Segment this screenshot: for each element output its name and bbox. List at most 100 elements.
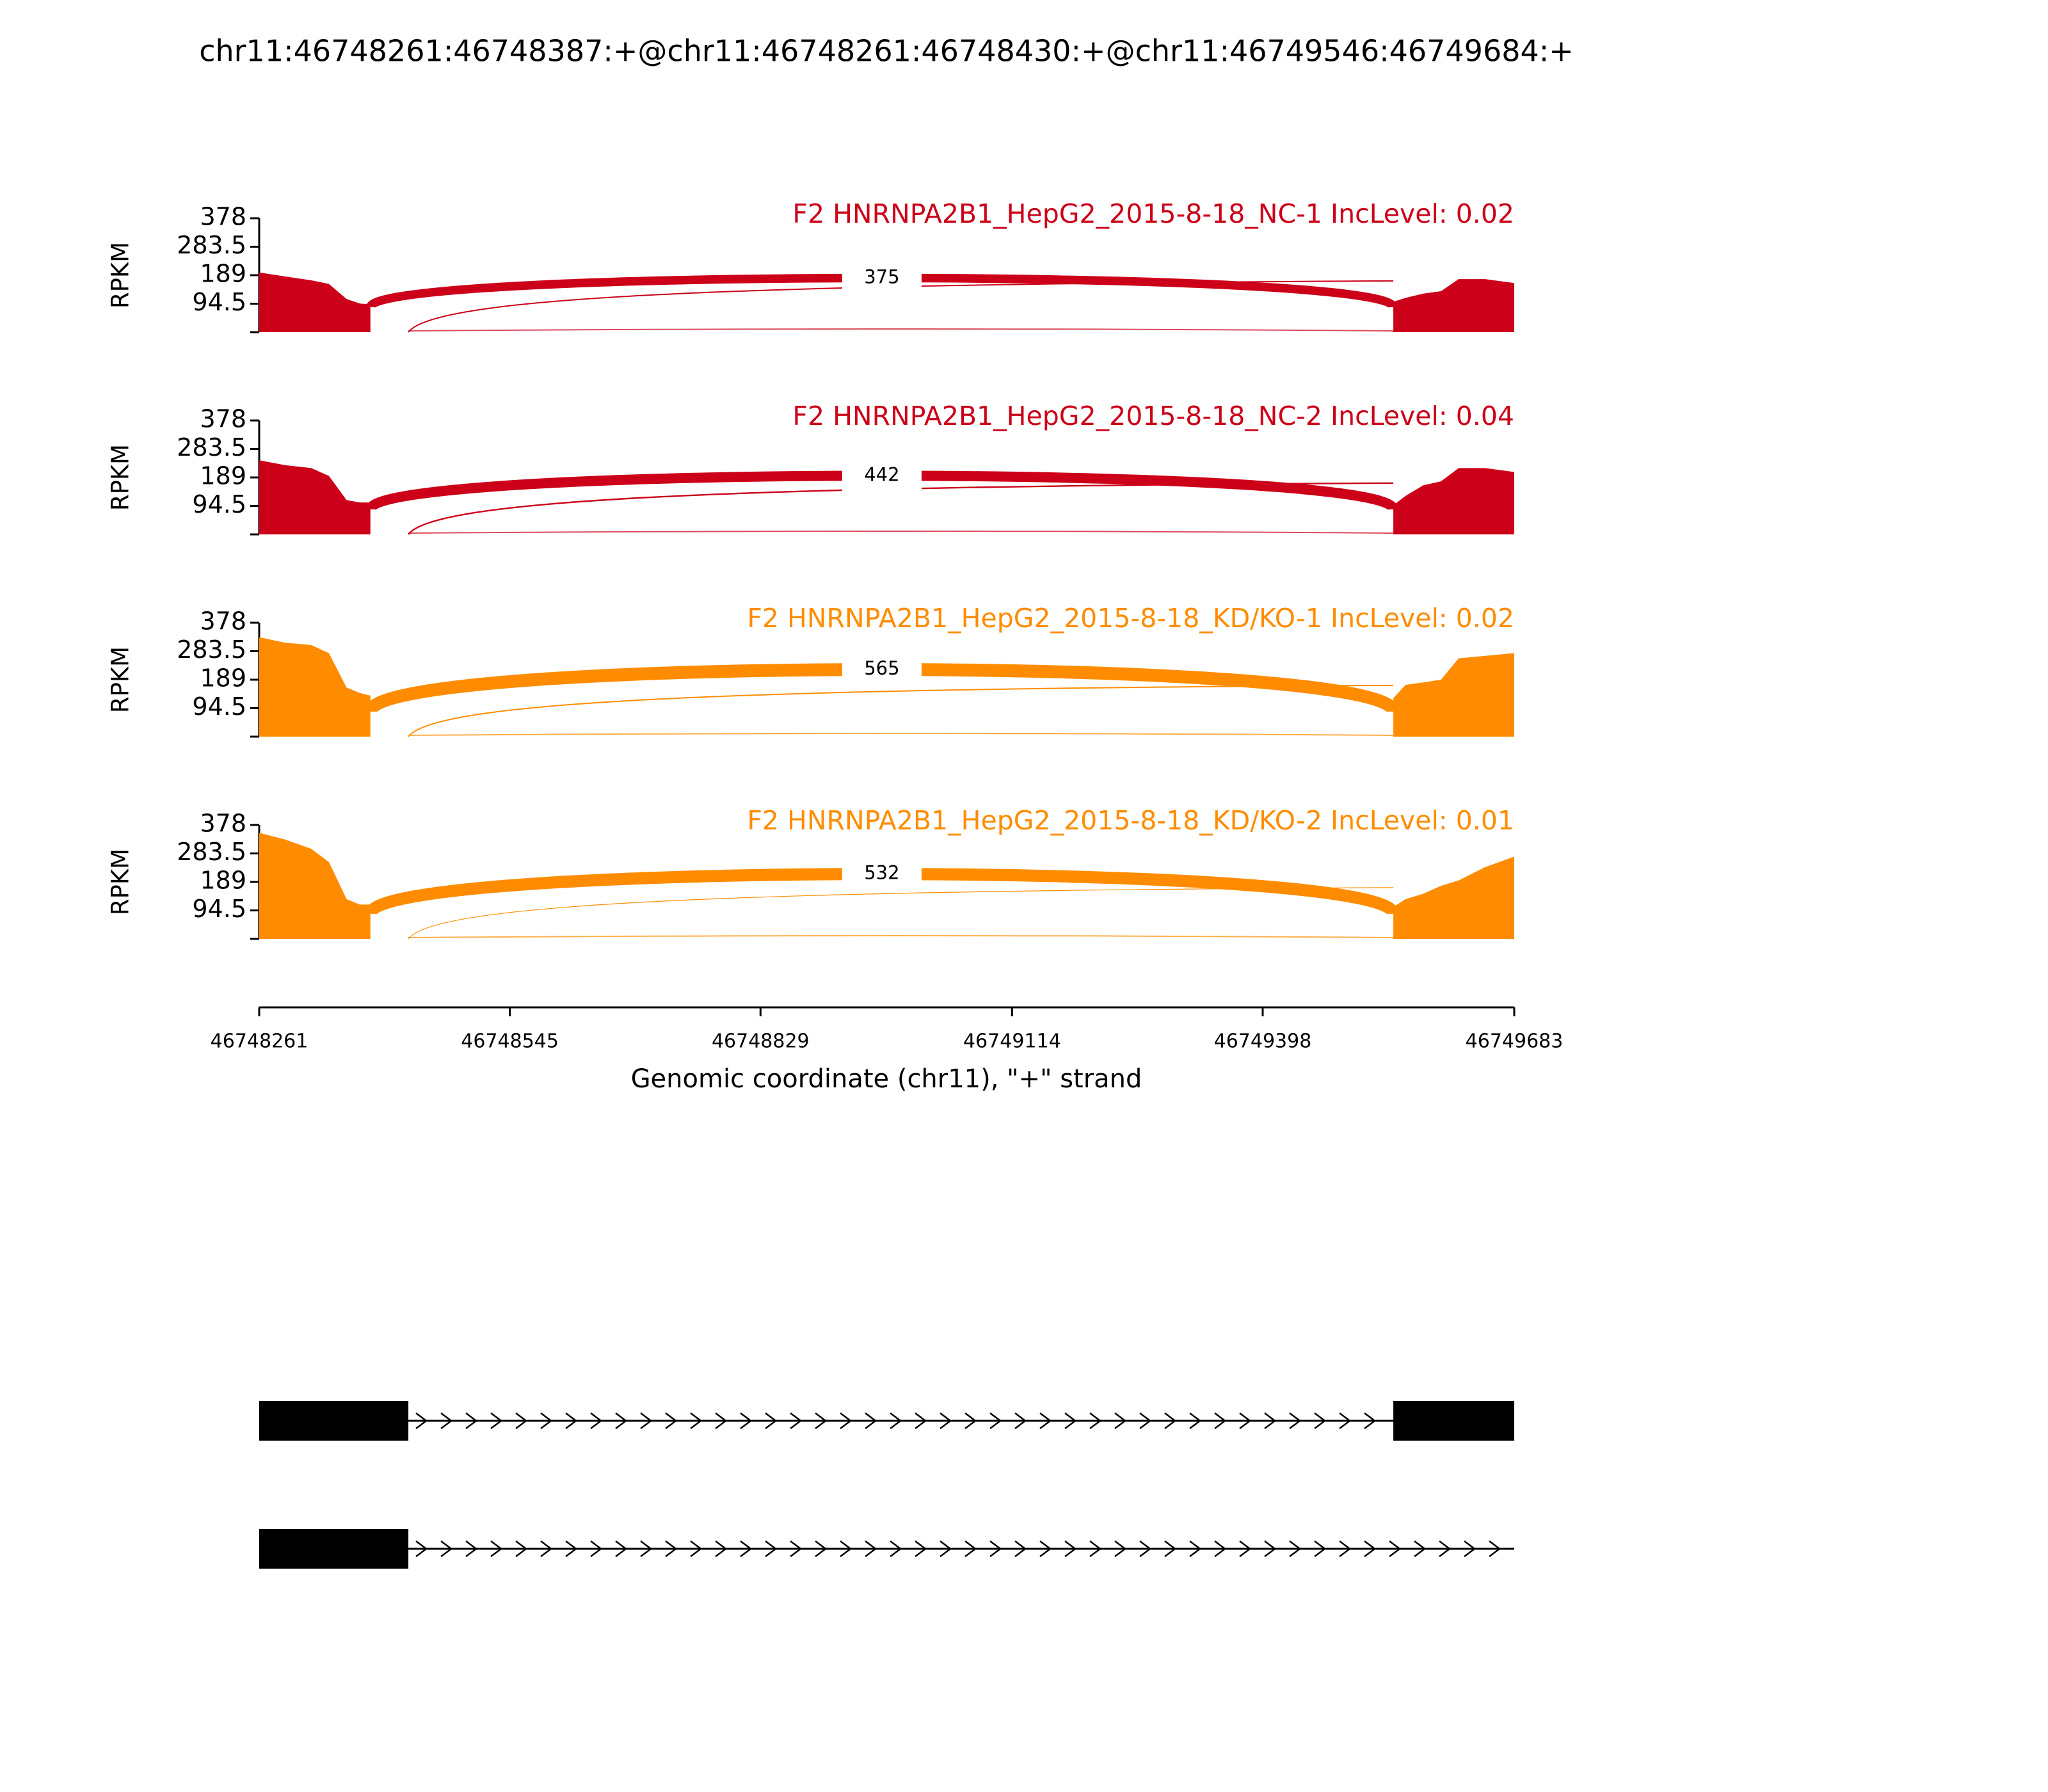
minor-junction-arc <box>408 887 1394 940</box>
strand-chevron <box>1189 1412 1202 1429</box>
strand-chevron <box>740 1540 753 1557</box>
x-tick-label: 46749114 <box>963 1030 1061 1053</box>
strand-chevron <box>915 1412 927 1429</box>
y-tick-label: 189 <box>200 462 246 490</box>
strand-chevron <box>1214 1540 1227 1557</box>
minor-junction-arc <box>408 684 1394 737</box>
strand-chevron <box>1039 1540 1052 1557</box>
y-axis-label: RPKM <box>107 242 134 308</box>
junction-label: 375 <box>864 266 899 287</box>
strand-chevron <box>1314 1412 1327 1429</box>
strand-chevron <box>740 1412 753 1429</box>
strand-chevron <box>440 1540 453 1557</box>
strand-chevron <box>465 1412 478 1429</box>
y-tick-label: 283.5 <box>177 838 246 866</box>
strand-chevron <box>865 1540 877 1557</box>
exon <box>1393 1401 1514 1441</box>
strand-chevron <box>465 1540 478 1557</box>
strand-chevron <box>1339 1540 1352 1557</box>
strand-chevron <box>1289 1540 1302 1557</box>
junction-label-box <box>842 654 922 685</box>
strand-chevron <box>1064 1412 1077 1429</box>
strand-chevron <box>615 1540 628 1557</box>
y-axis-label: RPKM <box>107 646 134 713</box>
x-tick-label: 46748261 <box>211 1030 308 1053</box>
strand-chevron <box>715 1412 728 1429</box>
strand-chevron <box>640 1540 653 1557</box>
strand-chevron <box>565 1412 578 1429</box>
minor-junction-flat <box>408 733 1394 736</box>
strand-chevron <box>1364 1412 1377 1429</box>
strand-chevron <box>1264 1540 1277 1557</box>
strand-chevron <box>1439 1540 1452 1557</box>
y-tick-label: 189 <box>200 867 246 895</box>
chart-title: chr11:46748261:46748387:+@chr11:46748261… <box>199 34 1574 68</box>
strand-chevron <box>865 1412 877 1429</box>
strand-chevron <box>1214 1412 1227 1429</box>
strand-chevron <box>1089 1540 1102 1557</box>
strand-chevron <box>989 1412 1002 1429</box>
strand-chevron <box>1189 1540 1202 1557</box>
strand-chevron <box>989 1540 1002 1557</box>
strand-chevron <box>565 1540 578 1557</box>
strand-chevron <box>1139 1412 1152 1429</box>
strand-chevron <box>815 1540 828 1557</box>
x-tick-label: 46749683 <box>1466 1030 1564 1053</box>
strand-chevron <box>590 1540 603 1557</box>
x-axis-label: Genomic coordinate (chr11), "+" strand <box>631 1064 1142 1094</box>
strand-chevron <box>1064 1540 1077 1557</box>
minor-junction-flat <box>408 328 1394 332</box>
strand-chevron <box>665 1412 678 1429</box>
strand-chevron <box>1164 1540 1177 1557</box>
strand-chevron <box>1489 1540 1501 1557</box>
strand-chevron <box>1389 1540 1402 1557</box>
strand-chevron <box>1114 1540 1127 1557</box>
y-tick-label: 189 <box>200 260 246 288</box>
y-tick-label: 378 <box>200 405 246 433</box>
y-tick-label: 378 <box>200 810 246 838</box>
strand-chevron <box>1039 1412 1052 1429</box>
minor-junction-flat <box>408 935 1394 938</box>
strand-chevron <box>490 1540 503 1557</box>
strand-chevron <box>964 1412 977 1429</box>
strand-chevron <box>1264 1412 1277 1429</box>
strand-chevron <box>1164 1412 1177 1429</box>
strand-chevron <box>640 1412 653 1429</box>
exon <box>259 1401 409 1441</box>
strand-chevron <box>940 1412 952 1429</box>
strand-chevron <box>540 1412 553 1429</box>
junction-label: 565 <box>864 657 899 679</box>
y-tick-label: 283.5 <box>177 231 246 259</box>
junction-label: 532 <box>864 862 899 884</box>
strand-chevron <box>490 1412 503 1429</box>
y-tick-label: 283.5 <box>177 636 246 664</box>
strand-chevron <box>1014 1412 1027 1429</box>
x-tick-label: 46748829 <box>712 1030 810 1053</box>
strand-chevron <box>765 1412 778 1429</box>
x-tick-label: 46748545 <box>461 1030 559 1053</box>
y-tick-label: 94.5 <box>192 692 246 721</box>
strand-chevron <box>1464 1540 1476 1557</box>
strand-chevron <box>690 1412 703 1429</box>
strand-chevron <box>890 1412 902 1429</box>
strand-chevron <box>765 1540 778 1557</box>
strand-chevron <box>1089 1412 1102 1429</box>
y-tick-label: 378 <box>200 607 246 636</box>
junction-label-box <box>842 460 922 492</box>
strand-chevron <box>964 1540 977 1557</box>
strand-chevron <box>665 1540 678 1557</box>
strand-chevron <box>890 1540 902 1557</box>
y-tick-label: 94.5 <box>192 288 246 316</box>
strand-chevron <box>790 1412 803 1429</box>
strand-chevron <box>1339 1412 1352 1429</box>
strand-chevron <box>1114 1412 1127 1429</box>
panel-label: F2 HNRNPA2B1_HepG2_2015-8-18_NC-1 IncLev… <box>792 198 1514 229</box>
y-tick-label: 94.5 <box>192 895 246 923</box>
strand-chevron <box>515 1540 528 1557</box>
panel-label: F2 HNRNPA2B1_HepG2_2015-8-18_KD/KO-1 Inc… <box>747 603 1514 634</box>
junction-label: 442 <box>864 463 899 485</box>
strand-chevron <box>440 1412 453 1429</box>
junction-label-box <box>842 262 922 294</box>
